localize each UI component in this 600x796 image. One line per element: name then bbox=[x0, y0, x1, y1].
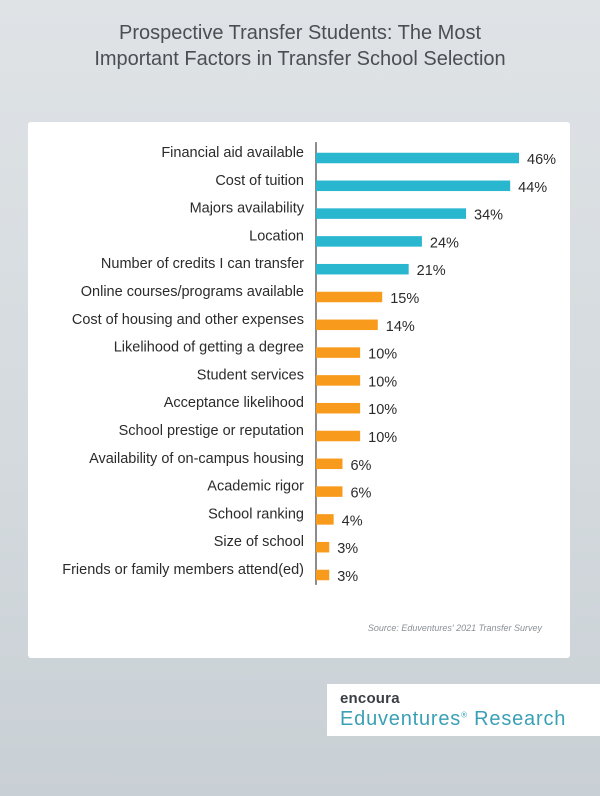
category-label: Majors availability bbox=[190, 201, 305, 217]
logo-registered-mark: ® bbox=[461, 710, 468, 720]
category-label: Number of credits I can transfer bbox=[101, 256, 304, 272]
data-label: 6% bbox=[350, 458, 371, 474]
category-label: Friends or family members attend(ed) bbox=[62, 562, 304, 578]
bar bbox=[316, 319, 378, 331]
data-label: 6% bbox=[350, 486, 371, 502]
bar bbox=[316, 569, 330, 581]
bar bbox=[316, 152, 519, 164]
category-label: Location bbox=[249, 228, 304, 244]
data-label: 21% bbox=[417, 263, 446, 279]
category-label: Availability of on-campus housing bbox=[89, 451, 304, 467]
data-label: 10% bbox=[368, 374, 397, 390]
logo-name-line: Eduventures® Research bbox=[340, 708, 566, 731]
bar bbox=[316, 458, 343, 470]
data-label: 44% bbox=[518, 180, 547, 196]
category-label: Academic rigor bbox=[207, 479, 304, 495]
chart-title: Prospective Transfer Students: The Most … bbox=[0, 20, 600, 72]
bar-chart: Financial aid available 46% Cost of tuitio… bbox=[62, 142, 556, 585]
category-label: Likelihood of getting a degree bbox=[114, 340, 304, 356]
data-label: 46% bbox=[527, 152, 556, 168]
bar bbox=[316, 236, 422, 247]
bar bbox=[316, 347, 361, 358]
chart-title-line-1: Prospective Transfer Students: The Most bbox=[118, 22, 482, 44]
data-label: 14% bbox=[386, 319, 415, 335]
category-label: School ranking bbox=[208, 506, 304, 522]
bar bbox=[316, 541, 330, 553]
category-label: Size of school bbox=[214, 534, 304, 550]
bar bbox=[316, 430, 361, 442]
data-label: 10% bbox=[368, 402, 397, 418]
data-label: 10% bbox=[368, 430, 397, 446]
category-label: Cost of tuition bbox=[215, 173, 304, 189]
data-label: 3% bbox=[337, 541, 358, 557]
category-label: Cost of housing and other expenses bbox=[72, 312, 304, 328]
logo-brand: encoura bbox=[340, 690, 400, 707]
category-label: Student services bbox=[197, 367, 304, 383]
encoura-eduventures-logo: encoura Eduventures® Research bbox=[327, 684, 600, 736]
bar bbox=[316, 180, 511, 192]
bar bbox=[316, 291, 383, 303]
logo-name: Eduventures bbox=[340, 708, 462, 730]
data-label: 10% bbox=[368, 347, 397, 363]
logo-suffix: Research bbox=[474, 708, 567, 730]
category-label: Financial aid available bbox=[161, 145, 304, 161]
bar bbox=[316, 208, 467, 219]
bar bbox=[316, 514, 334, 525]
category-label: School prestige or reputation bbox=[119, 423, 304, 439]
bar bbox=[316, 375, 361, 386]
data-label: 24% bbox=[430, 235, 459, 251]
data-label: 15% bbox=[390, 291, 419, 307]
data-label: 34% bbox=[474, 208, 503, 224]
data-label: 4% bbox=[342, 513, 363, 529]
category-label: Acceptance likelihood bbox=[164, 395, 304, 411]
chart-title-line-2: Important Factors in Transfer School Sel… bbox=[94, 48, 506, 70]
data-label: 3% bbox=[337, 569, 358, 585]
bar bbox=[316, 263, 409, 275]
bar bbox=[316, 486, 343, 497]
bar bbox=[316, 402, 361, 414]
category-label: Online courses/programs available bbox=[81, 284, 304, 300]
chart-card: Financial aid available 46% Cost of tuitio… bbox=[28, 122, 570, 658]
source-note: Source: Eduventures' 2021 Transfer Surve… bbox=[367, 623, 542, 633]
